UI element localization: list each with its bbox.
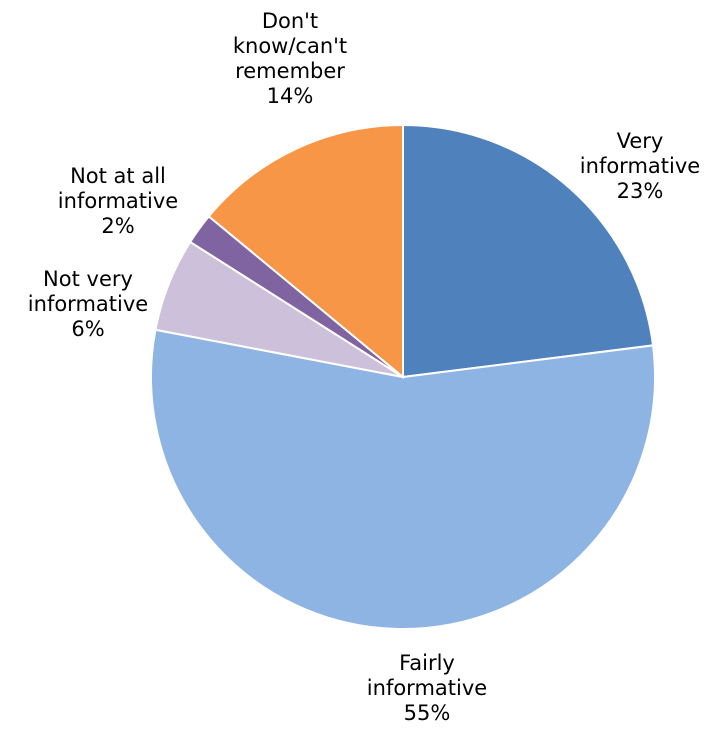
pie-slice-label-3: Not at all informative 2% [58, 164, 178, 238]
pie-slice-value: 2% [101, 214, 134, 238]
pie-slices [150, 123, 656, 630]
pie-slice-label-line: Not very [43, 267, 133, 291]
pie-slice-label-1: Fairly informative 55% [367, 651, 487, 725]
pie-slice-label-0: Very informative 23% [580, 129, 700, 203]
pie-slice-label-line: remember [235, 59, 345, 83]
pie-slice-value: 14% [267, 84, 314, 108]
pie-slice-value: 6% [71, 317, 104, 341]
pie-slice-label-line: Fairly [399, 651, 455, 675]
pie-slice-0 [402, 123, 655, 379]
pie-slice-value: 23% [617, 179, 664, 203]
pie-labels: Very informative 23%Fairly informative 55%No… [28, 9, 700, 725]
pie-slice-label-line: informative [367, 676, 487, 700]
pie-slice-label-line: informative [58, 189, 178, 213]
pie-slice-value: 55% [404, 701, 451, 725]
pie-slice-label-line: know/can't [233, 34, 347, 58]
pie-slice-1 [150, 328, 656, 630]
pie-slice-label-line: informative [580, 154, 700, 178]
pie-slice-label-line: Very [617, 129, 664, 153]
pie-slice-label-4: Don't know/can't remember 14% [233, 9, 347, 108]
pie-slice-label-line: informative [28, 292, 148, 316]
pie-slice-label-2: Not very informative 6% [28, 267, 148, 341]
pie-slice-label-line: Don't [262, 9, 318, 33]
pie-slice-label-line: Not at all [70, 164, 166, 188]
pie-slice-4 [207, 123, 404, 380]
